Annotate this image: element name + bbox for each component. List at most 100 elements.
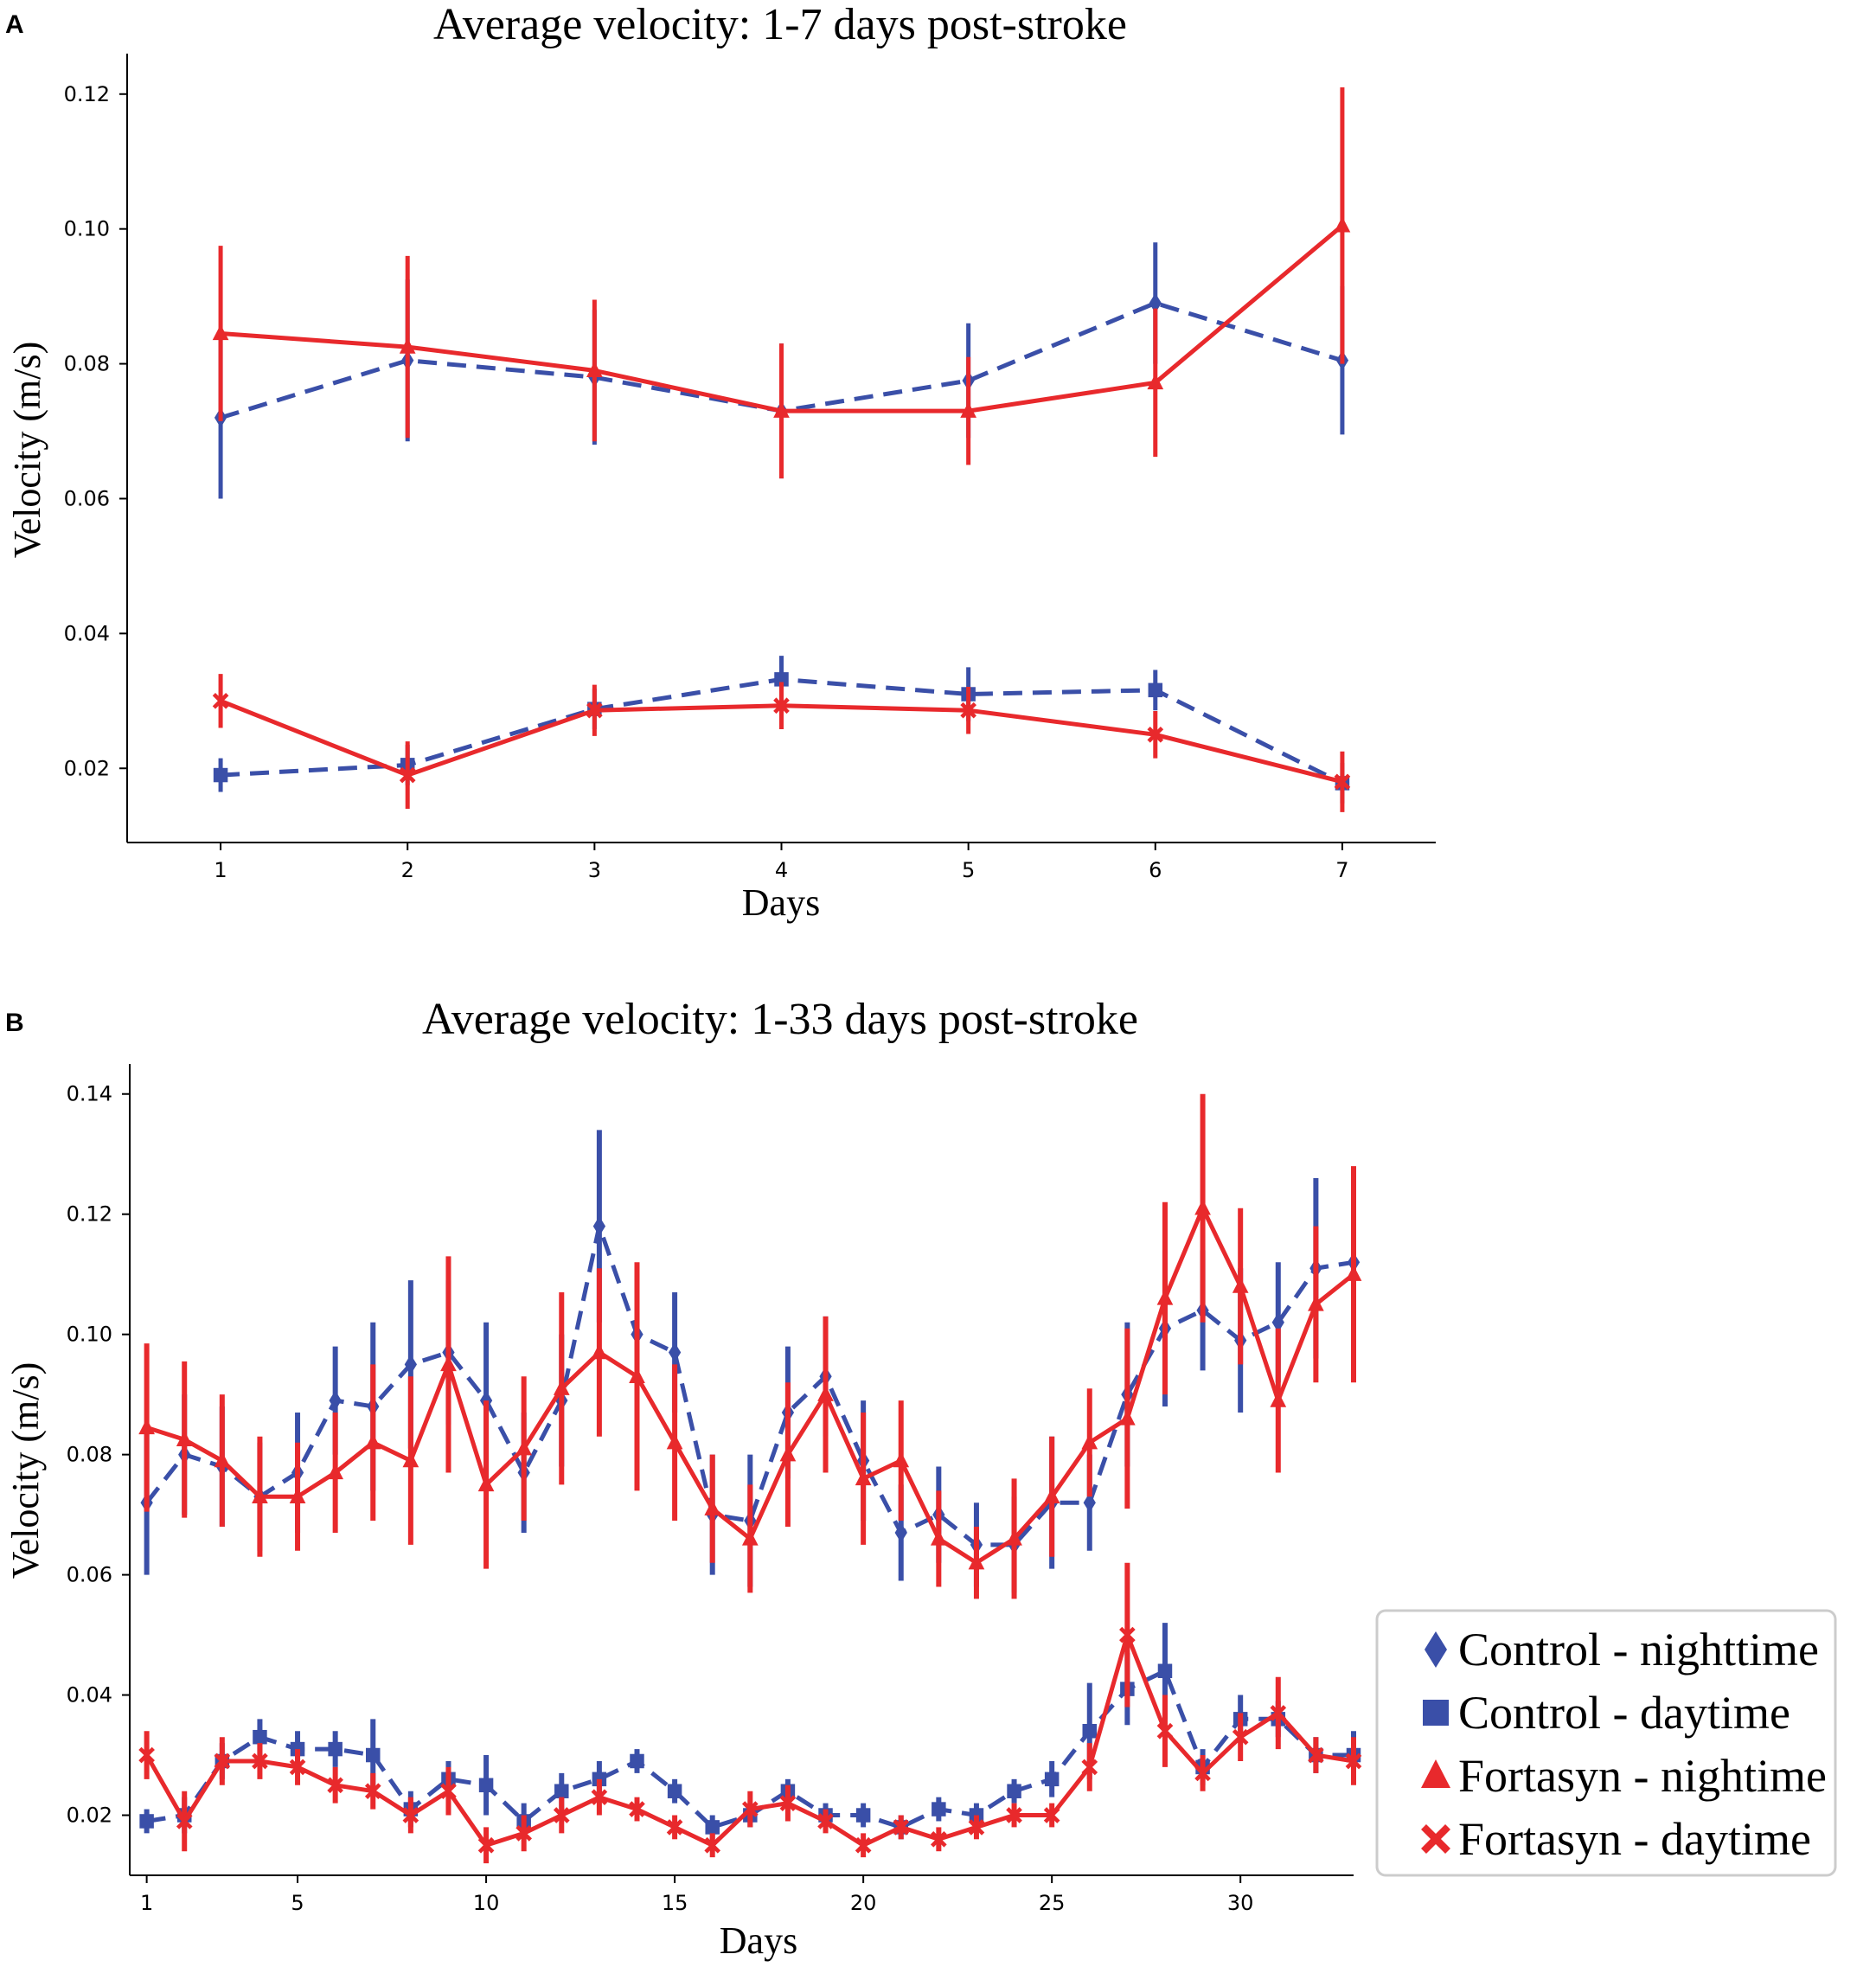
panel-a-series-fortasyn-daytime-point-5-stroke-2 [960,702,976,719]
panel-b-series-fortasyn-nightime-point-7 [364,1433,381,1450]
panel-b-series-fortasyn-daytime-point-25-stroke-2 [1043,1807,1060,1823]
panel-b-series-fortasyn-daytime-point-19-stroke-2 [817,1813,834,1829]
panel-b-series-fortasyn-nightime-point-33 [1345,1265,1362,1281]
panel-a-series-fortasyn-daytime-point-6-stroke-2 [1147,726,1164,743]
panel-b-y-tick-label-3: 0.08 [67,1443,112,1467]
panel-a-series-fortasyn-nightime-point-6 [1147,373,1164,390]
panel-b-series-fortasyn-nightime-point-5 [289,1487,306,1503]
panel-a-series-fortasyn-nightime-point-1 [212,324,229,341]
panel-b-series [138,1093,1362,1864]
panel-b-series-fortasyn-nightime-point-29 [1194,1199,1211,1215]
panel-a-x-tick-label-7: 7 [1335,858,1348,882]
legend-item-control-daytime-label: Control - daytime [1458,1687,1790,1739]
panel-b-series-control-nighttime-point-26 [1083,1492,1096,1513]
panel-b-series-fortasyn-daytime-point-14-stroke-2 [629,1801,645,1817]
panel-a-y-tick-label-5: 0.12 [64,82,110,106]
panel-b-series-control-daytime-point-25 [1044,1772,1060,1787]
panel-b-series-fortasyn-daytime-point-22-stroke-2 [931,1830,947,1848]
panel-b-series-fortasyn-daytime-point-26-stroke-2 [1081,1759,1098,1776]
panel-b-series-fortasyn-daytime-point-11 [515,1825,533,1842]
panel-b-series-control-nighttime-point-6 [329,1390,342,1411]
panel-b-series-fortasyn-daytime-point-11-stroke-2 [515,1825,533,1842]
panel-b-series-fortasyn-nightime-point-28 [1156,1289,1174,1305]
legend-item-fortasyn-daytime-marker [1421,1824,1450,1854]
panel-b-series-fortasyn-daytime-point-29-stroke-2 [1194,1765,1211,1782]
panel-b-x-tick-label-1: 1 [140,1891,153,1915]
panel-b-series-fortasyn-daytime-point-13 [591,1789,608,1806]
panel-b-series-fortasyn-nightime-point-17 [741,1529,759,1546]
panel-a-series-fortasyn-nightime-point-4 [773,401,790,418]
panel-b-series-control-daytime-point-14 [630,1753,644,1769]
panel-b-series-fortasyn-daytime-point-29 [1194,1765,1211,1782]
panel-b-series-fortasyn-daytime-point-6 [327,1777,343,1794]
panel-b-series-fortasyn-daytime-point-22 [931,1830,947,1848]
panel-a-x-tick-label-5: 5 [962,858,975,882]
panel-a-y-tick-label-0: 0.02 [64,756,110,780]
panel-b-series-fortasyn-daytime-point-2-stroke-2 [176,1813,193,1829]
panel-a-series-control-nighttime-point-6 [1149,292,1162,313]
panel-b-series-fortasyn-daytime-point-2 [176,1813,193,1829]
panel-b-series-fortasyn-nightime-point-20 [855,1469,872,1486]
panel-b-y-ticks: 0.02 0.04 0.06 0.08 0.10 0.12 0.14 [67,1082,130,1828]
panel-b-series-fortasyn-daytime-point-33-stroke-2 [1345,1752,1362,1770]
panel-b-series-control-daytime-point-6 [328,1741,343,1757]
panel-b-series-fortasyn-daytime-point-25 [1043,1807,1060,1823]
panel-a-series [212,86,1351,812]
panel-b-series-fortasyn-daytime-point-10-stroke-2 [477,1836,495,1854]
legend-item-fortasyn-nightime-label: Fortasyn - nightime [1458,1750,1827,1802]
panel-b-series-control-daytime-point-16 [705,1820,720,1835]
panel-a-y-tick-label-4: 0.10 [64,217,110,241]
panel-a-xlabel: Days [742,881,820,924]
panel-b-series-control-daytime-point-4 [253,1729,267,1745]
panel-b-series-control-daytime-point-10 [478,1778,494,1793]
panel-b-series-fortasyn-nightime-point-3 [214,1451,231,1468]
panel-b-series-fortasyn-daytime-point-30-stroke-2 [1232,1728,1249,1746]
panel-b-series-control-daytime-point-22 [932,1802,946,1816]
panel-b-series-control-daytime-point-24 [1007,1784,1021,1798]
panel-b-series-fortasyn-daytime-point-21-stroke-2 [893,1819,910,1836]
panel-b-series-fortasyn-daytime-point-16 [704,1836,721,1854]
panel-b-series-fortasyn-nightime-point-14 [629,1367,645,1384]
panel-b-series-fortasyn-daytime-point-28 [1156,1722,1174,1740]
panel-b-series-fortasyn-daytime-point-14 [629,1801,645,1817]
panel-a-x-tick-label-1: 1 [214,858,227,882]
panel-a-x-tick-label-2: 2 [401,858,414,882]
panel-b-series-fortasyn-nightime-point-12 [553,1379,570,1395]
panel-a-series-fortasyn-nightime-point-2 [399,337,416,354]
panel-b-series-fortasyn-nightime-point-30 [1232,1277,1249,1293]
panel-b-series-fortasyn-daytime-point-20 [855,1836,872,1854]
panel-b-y-tick-label-4: 0.10 [67,1323,112,1347]
panel-b-series-fortasyn-daytime-point-15-stroke-2 [666,1819,683,1836]
panel-b-series-fortasyn-daytime-point-5-stroke-2 [289,1759,306,1776]
panel-b-series-fortasyn-daytime-point-27-stroke-2 [1119,1626,1136,1643]
panel-b-series-fortasyn-daytime-point-10 [477,1836,495,1854]
panel-b-series-control-daytime-point-12 [554,1784,569,1798]
panel-b-series-fortasyn-nightime-point-4 [252,1487,268,1503]
panel-b-x-tick-label-10: 10 [473,1891,500,1915]
panel-b-series-fortasyn-daytime-point-12-stroke-2 [553,1807,570,1823]
panel-b-series-fortasyn-daytime-point-12 [553,1807,570,1823]
panel-b-series-fortasyn-nightime-point-26 [1081,1433,1098,1450]
panel-b-series-fortasyn-daytime-point-1 [138,1746,155,1764]
panel-b-ylabel: Velocity (m/s) [4,1362,47,1579]
legend-item-fortasyn-daytime-label: Fortasyn - daytime [1458,1813,1811,1865]
panel-b-series-fortasyn-daytime-point-7-stroke-2 [364,1783,381,1800]
panel-b-series-control-nighttime-point-31 [1271,1312,1284,1333]
panel-a-x-ticks: 1 2 3 4 5 6 7 [214,843,1349,882]
panel-a-series-fortasyn-daytime [212,674,1351,812]
panel-b-series-fortasyn-daytime-point-28-stroke-2 [1156,1722,1174,1740]
panel-b-series-fortasyn-daytime-point-1-stroke-2 [138,1746,155,1764]
panel-b-series-fortasyn-daytime-point-7 [364,1783,381,1800]
panel-a-series-fortasyn-daytime-point-3 [586,702,603,719]
panel-b-series-fortasyn-daytime-point-30 [1232,1728,1249,1746]
panel-b-series-fortasyn-daytime-point-32-stroke-2 [1308,1746,1324,1764]
panel-b-series-fortasyn-nightime-point-19 [817,1385,834,1401]
panel-b-series-fortasyn-daytime-point-3-stroke-2 [214,1752,231,1770]
panel-b-series-fortasyn-daytime-point-31 [1270,1705,1287,1721]
panel-b-series-fortasyn-daytime-point-9-stroke-2 [440,1783,457,1800]
panel-b-series-fortasyn-daytime-point-8 [402,1807,419,1823]
legend-item-fortasyn-nightime-marker [1421,1759,1450,1788]
panel-b-series-fortasyn-daytime-point-18 [779,1795,797,1811]
panel-a-y-tick-label-3: 0.08 [64,352,110,376]
panel-b-x-tick-label-20: 20 [850,1891,877,1915]
